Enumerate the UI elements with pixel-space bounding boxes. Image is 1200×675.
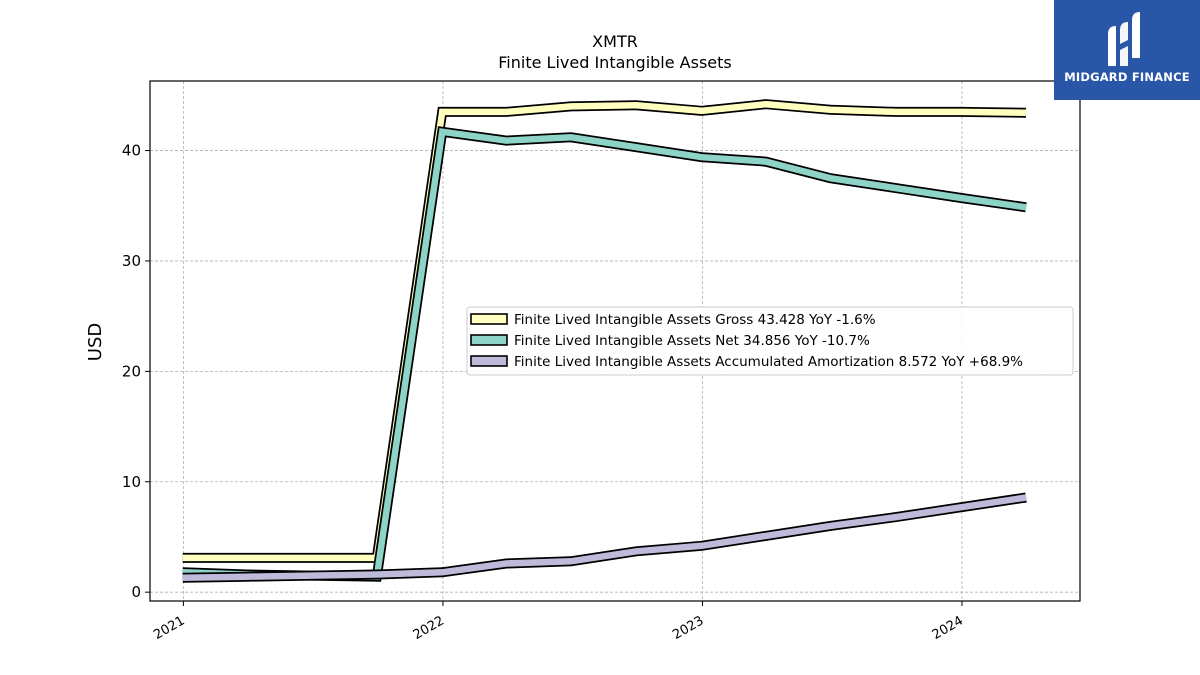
series-stroke: [182, 494, 1027, 582]
y-tick-label: 10: [122, 473, 141, 491]
series-layer: [182, 99, 1027, 583]
x-tick-label: 2021: [151, 613, 187, 643]
y-tick-label: 0: [131, 583, 141, 601]
axes: 0 10 20 30 40 2021 2022 2023 2024: [122, 142, 966, 643]
legend-swatch: [470, 355, 508, 367]
series-line-1: [182, 99, 1027, 563]
y-tick-label: 20: [122, 362, 141, 380]
legend: Finite Lived Intangible Assets Gross 43.…: [466, 306, 1074, 376]
legend-label: Finite Lived Intangible Assets Accumulat…: [514, 354, 1023, 370]
y-tick-label: 40: [122, 142, 141, 160]
x-tick-label: 2024: [930, 613, 966, 643]
series-line-3: [182, 492, 1027, 583]
legend-label: Finite Lived Intangible Assets Net 34.85…: [514, 333, 870, 349]
legend-label: Finite Lived Intangible Assets Gross 43.…: [514, 312, 876, 328]
series-outline: [182, 492, 1027, 583]
legend-box: [466, 306, 1074, 376]
legend-swatch: [470, 313, 508, 325]
brand-mark-icon: [1108, 12, 1140, 66]
series-stroke: [182, 100, 1027, 562]
x-tick-label: 2023: [670, 613, 706, 643]
legend-swatch: [470, 334, 508, 346]
y-axis-label: USD: [85, 323, 106, 361]
plot-frame: [149, 80, 1081, 602]
y-tick-label: 30: [122, 252, 141, 270]
chart-subtitle: Finite Lived Intangible Assets: [498, 53, 731, 72]
x-tick-label: 2022: [411, 613, 447, 643]
brand-name: MIDGARD FINANCE: [1064, 70, 1190, 84]
brand-logo: MIDGARD FINANCE: [1054, 0, 1200, 100]
chart-title: XMTR: [592, 32, 638, 51]
